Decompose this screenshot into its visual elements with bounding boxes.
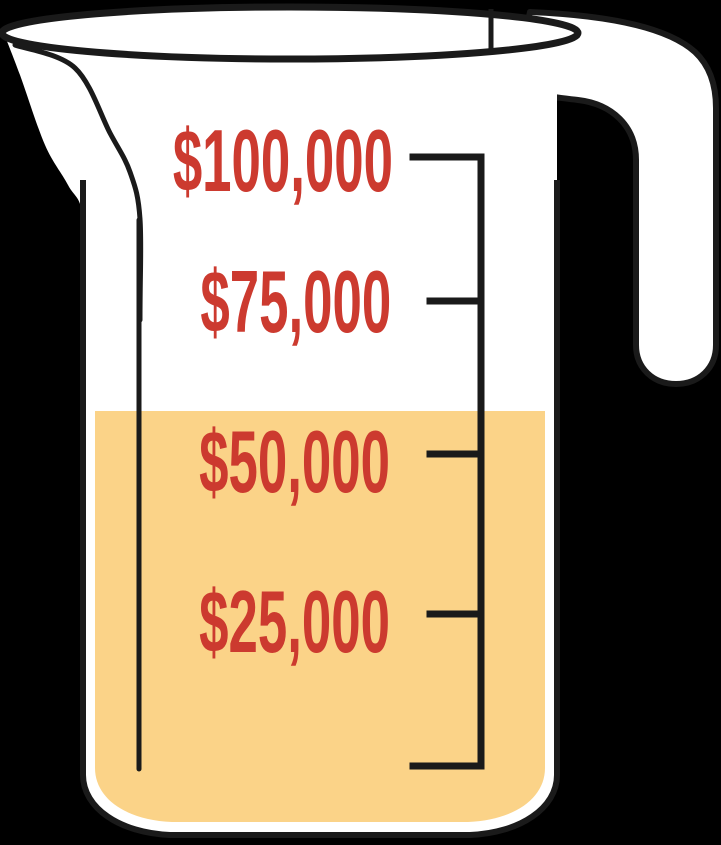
- svg-text:$25,000: $25,000: [199, 573, 390, 671]
- svg-text:$100,000: $100,000: [173, 112, 393, 210]
- svg-text:$50,000: $50,000: [199, 413, 390, 511]
- svg-text:$75,000: $75,000: [200, 253, 391, 351]
